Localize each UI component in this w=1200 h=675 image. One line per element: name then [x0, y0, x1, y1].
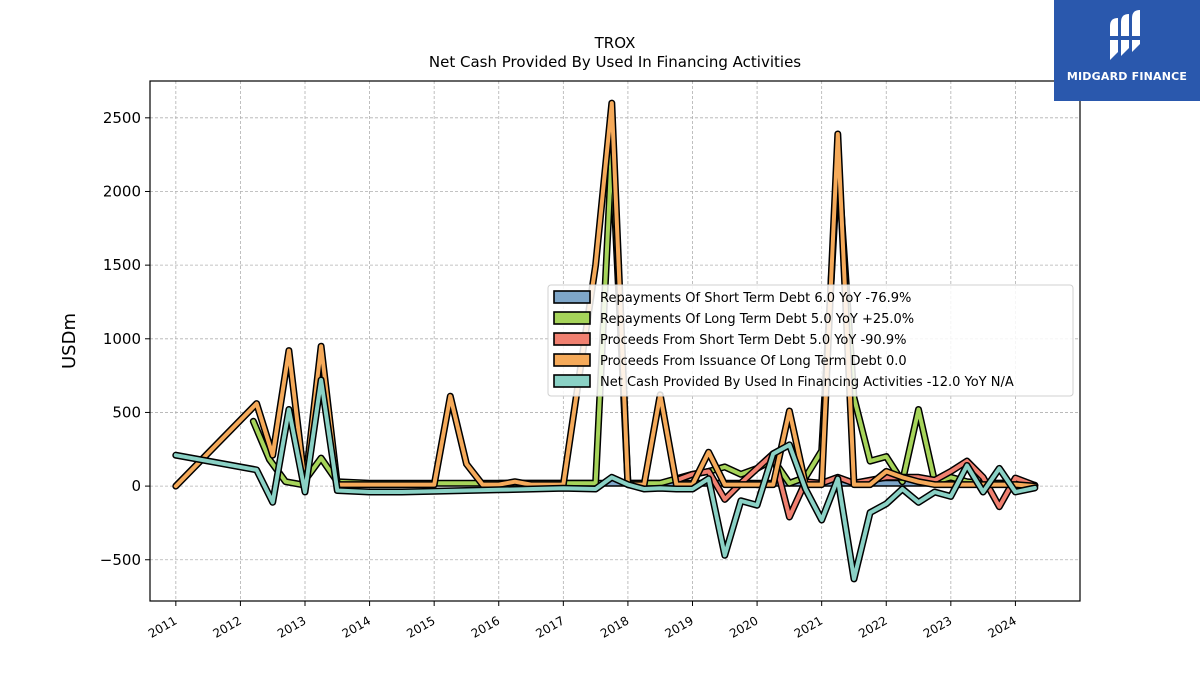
x-tick-label: 2024: [985, 613, 1018, 640]
series-line-4: [173, 378, 1037, 581]
x-tick-label: 2021: [792, 613, 825, 640]
legend-label-3: Proceeds From Issuance Of Long Term Debt…: [600, 354, 907, 369]
chart-subtitle: Net Cash Provided By Used In Financing A…: [429, 53, 801, 71]
x-axis: 2011 2012 2013 2014 2015 2016 2017 2018 2019 2020…: [146, 601, 1019, 641]
y-tick-label: 2000: [103, 182, 141, 200]
legend-label-2: Proceeds From Short Term Debt 5.0 YoY -9…: [600, 333, 906, 348]
series-lines: [172, 99, 1039, 583]
legend-swatch-1: [553, 311, 591, 325]
x-tick-label: 2019: [663, 613, 696, 640]
legend: Repayments Of Short Term Debt 6.0 YoY -7…: [547, 284, 1074, 397]
midgard-logo-icon: [1108, 10, 1144, 60]
x-tick-label: 2020: [727, 613, 760, 640]
x-tick-label: 2011: [146, 613, 179, 640]
y-tick-label: −500: [100, 551, 141, 569]
y-axis-label: USDm: [59, 313, 80, 369]
x-tick-label: 2013: [275, 613, 308, 640]
x-tick-label: 2023: [921, 613, 954, 640]
legend-swatch-0: [553, 290, 591, 304]
y-tick-label: 500: [112, 403, 141, 421]
chart-title: TROX: [594, 34, 636, 52]
y-tick-label: 0: [131, 477, 141, 495]
legend-swatch-3: [553, 353, 591, 367]
x-tick-label: 2022: [856, 613, 889, 640]
brand-logo: MIDGARD FINANCE: [1054, 0, 1200, 101]
legend-label-1: Repayments Of Long Term Debt 5.0 YoY +25…: [600, 312, 914, 327]
x-tick-label: 2015: [404, 613, 437, 640]
legend-label-0: Repayments Of Short Term Debt 6.0 YoY -7…: [600, 291, 911, 306]
series-line-3: [173, 101, 1037, 489]
x-tick-label: 2016: [469, 613, 502, 640]
plot-frame: [149, 80, 1081, 602]
x-tick-label: 2012: [210, 613, 243, 640]
x-tick-label: 2018: [598, 613, 631, 640]
y-tick-label: 1500: [103, 256, 141, 274]
x-tick-label: 2017: [533, 613, 566, 640]
x-tick-label: 2014: [340, 613, 373, 640]
y-tick-label: 1000: [103, 330, 141, 348]
legend-swatch-2: [553, 332, 591, 346]
y-axis: −500 0 500 1000 1500 2000 2500: [100, 109, 150, 569]
legend-label-4: Net Cash Provided By Used In Financing A…: [600, 375, 1014, 390]
y-tick-label: 2500: [103, 109, 141, 127]
logo-text: MIDGARD FINANCE: [1066, 70, 1188, 83]
legend-box: [547, 284, 1074, 397]
legend-swatch-4: [553, 374, 591, 388]
